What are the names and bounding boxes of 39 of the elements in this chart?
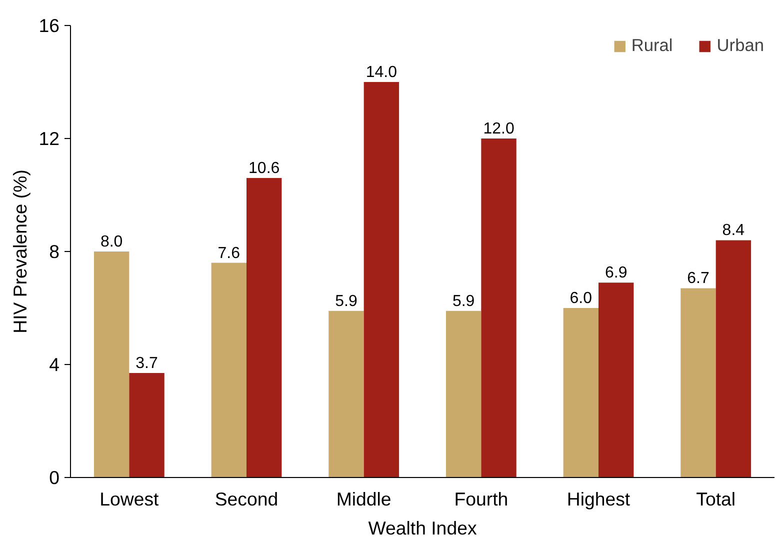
- bar: [680, 288, 716, 478]
- x-axis-title: Wealth Index: [368, 518, 478, 538]
- x-tick-label: Middle: [336, 488, 392, 510]
- data-label: 10.6: [248, 160, 280, 178]
- data-label: 8.0: [100, 234, 123, 250]
- data-label: 6.7: [687, 270, 710, 288]
- data-label: 12.0: [483, 120, 514, 138]
- bar: [94, 252, 130, 478]
- y-tick-label: 12: [38, 128, 60, 149]
- bar: [364, 82, 400, 478]
- data-label: 5.9: [335, 292, 358, 310]
- x-tick-label: Highest: [566, 488, 631, 510]
- y-tick-label: 0: [49, 467, 60, 488]
- x-tick-label: Fourth: [454, 488, 508, 510]
- y-tick-label: 8: [49, 241, 60, 262]
- bar: [481, 138, 516, 478]
- data-label: 6.0: [570, 290, 592, 307]
- bar: [446, 310, 482, 478]
- bar: [246, 178, 282, 478]
- data-label: 14.0: [366, 64, 398, 81]
- bar: [716, 240, 752, 478]
- data-label: 3.7: [136, 354, 158, 372]
- legend-label: Urban: [716, 35, 764, 56]
- x-tick-label: Second: [214, 488, 278, 510]
- x-tick-label: Lowest: [100, 488, 160, 510]
- bar: [328, 310, 364, 478]
- bar: [563, 308, 598, 478]
- bar: [598, 282, 634, 478]
- bar: [129, 372, 164, 478]
- data-label: 8.4: [722, 222, 745, 240]
- data-label: 7.6: [218, 244, 240, 262]
- legend-label: Rural: [631, 35, 673, 56]
- y-tick-label: 4: [49, 354, 60, 375]
- bar: [211, 262, 246, 478]
- y-axis-title: HIV Prevalence (%): [10, 170, 31, 334]
- data-label: 5.9: [452, 292, 475, 310]
- y-tick-label: 16: [38, 15, 60, 36]
- x-tick-label: Total: [696, 488, 736, 510]
- data-label: 6.9: [604, 264, 628, 282]
